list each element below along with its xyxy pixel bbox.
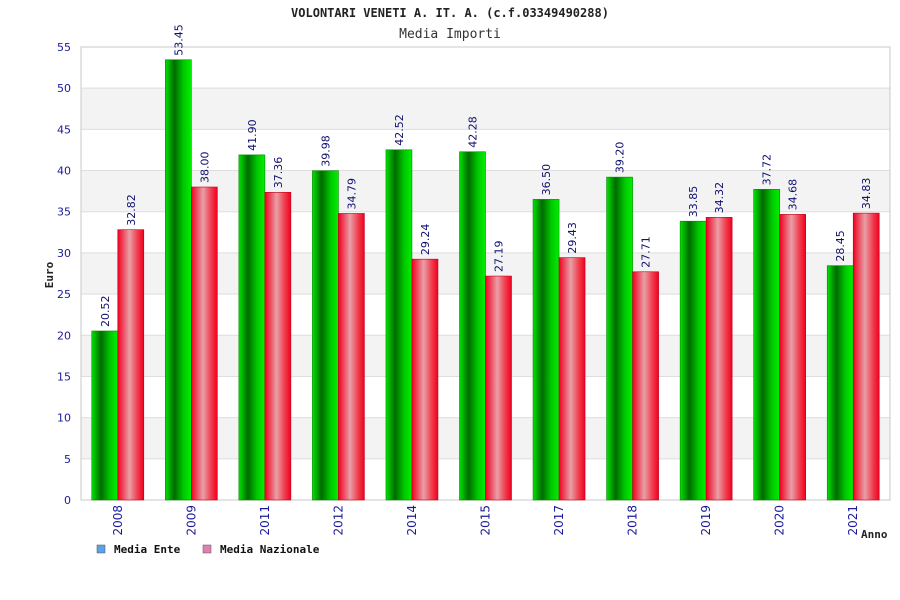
data-label: 53.45 xyxy=(172,24,185,56)
legend: Media Ente Media Nazionale xyxy=(96,543,320,556)
data-label: 32.82 xyxy=(125,194,138,226)
x-tick-label: 2008 xyxy=(111,505,125,536)
x-tick-label: 2009 xyxy=(184,505,198,536)
bar-media-nazionale-2011 xyxy=(264,191,292,501)
bar-media-nazionale-2015 xyxy=(485,275,512,501)
data-label: 27.19 xyxy=(493,241,506,273)
bar-media-ente-2017 xyxy=(532,199,560,501)
x-tick-label: 2019 xyxy=(699,505,713,536)
x-tick-label: 2021 xyxy=(846,505,860,536)
y-tick-label: 5 xyxy=(64,453,71,466)
y-axis-label: Euro xyxy=(43,261,56,288)
y-tick-label: 15 xyxy=(57,370,71,383)
y-tick-label: 30 xyxy=(57,247,71,260)
data-label: 34.79 xyxy=(345,178,358,210)
bar-media-ente-2020 xyxy=(753,189,780,501)
grid-band xyxy=(81,47,890,89)
y-tick-label: 25 xyxy=(57,288,71,301)
data-label: 39.98 xyxy=(319,135,332,167)
data-label: 33.85 xyxy=(687,186,700,218)
y-tick-label: 40 xyxy=(57,165,71,178)
data-label: 37.72 xyxy=(761,154,774,186)
bar-media-ente-2015 xyxy=(459,151,486,501)
legend-label-media-ente: Media Ente xyxy=(114,543,181,556)
bar-media-ente-2011 xyxy=(238,154,266,501)
data-label: 29.24 xyxy=(419,224,432,256)
data-label: 34.32 xyxy=(713,182,726,214)
bar-media-ente-2014 xyxy=(385,149,413,501)
chart-title: VOLONTARI VENETI A. IT. A. (c.f.03349490… xyxy=(291,6,609,20)
data-label: 37.36 xyxy=(272,157,285,189)
x-axis-ticks: 2008 2009 2011 2012 2014 2015 2017 2018 2019 2020… xyxy=(111,505,860,536)
y-tick-label: 45 xyxy=(57,123,71,136)
chart-subtitle: Media Importi xyxy=(399,27,501,42)
x-tick-label: 2011 xyxy=(258,505,272,536)
data-label: 42.28 xyxy=(467,116,480,148)
x-tick-label: 2020 xyxy=(773,505,787,536)
x-axis-label: Anno xyxy=(861,528,888,541)
legend-swatch-media-nazionale xyxy=(202,544,212,554)
data-label: 34.68 xyxy=(787,179,800,211)
bar-media-ente-2018 xyxy=(606,176,633,501)
bar-media-nazionale-2019 xyxy=(705,217,733,501)
data-label: 29.43 xyxy=(566,222,579,254)
bar-media-ente-2008 xyxy=(91,330,119,501)
y-axis-ticks: 0 5 10 15 20 25 30 35 40 45 50 55 xyxy=(57,41,71,507)
y-tick-label: 0 xyxy=(64,494,71,507)
x-tick-label: 2017 xyxy=(552,505,566,536)
x-tick-label: 2015 xyxy=(479,505,493,536)
bar-media-nazionale-2017 xyxy=(558,257,586,501)
data-label: 34.83 xyxy=(860,178,873,210)
legend-label-media-nazionale: Media Nazionale xyxy=(220,543,320,556)
x-tick-label: 2014 xyxy=(405,505,419,536)
data-label: 28.45 xyxy=(834,230,847,262)
bar-media-ente-2019 xyxy=(679,220,707,501)
bar-media-nazionale-2021 xyxy=(852,212,880,501)
bar-media-ente-2009 xyxy=(165,59,192,501)
bar-media-nazionale-2018 xyxy=(632,271,659,501)
data-labels: 20.52 32.82 53.45 38.00 41.90 37.36 39.98 34.79… xyxy=(99,24,873,327)
data-label: 20.52 xyxy=(99,295,112,327)
legend-swatch-media-ente xyxy=(96,544,106,554)
y-tick-label: 20 xyxy=(57,329,71,342)
y-tick-label: 35 xyxy=(57,206,71,219)
y-tick-label: 50 xyxy=(57,82,71,95)
data-label: 41.90 xyxy=(246,119,259,151)
bar-media-ente-2012 xyxy=(312,170,339,501)
bar-media-nazionale-2009 xyxy=(191,186,218,501)
data-label: 42.52 xyxy=(393,114,406,146)
data-label: 27.71 xyxy=(640,236,653,268)
y-tick-label: 10 xyxy=(57,412,71,425)
y-tick-label: 55 xyxy=(57,41,71,54)
bars xyxy=(91,59,880,501)
data-label: 39.20 xyxy=(614,142,627,174)
bar-media-nazionale-2014 xyxy=(411,258,439,501)
bar-media-nazionale-2008 xyxy=(117,229,145,501)
x-tick-label: 2012 xyxy=(331,505,345,536)
data-label: 38.00 xyxy=(198,152,211,184)
bar-media-nazionale-2020 xyxy=(779,214,806,501)
bar-media-ente-2021 xyxy=(826,265,854,501)
data-label: 36.50 xyxy=(540,164,553,196)
x-tick-label: 2018 xyxy=(626,505,640,536)
bar-media-nazionale-2012 xyxy=(338,213,365,501)
grid-band xyxy=(81,88,890,130)
